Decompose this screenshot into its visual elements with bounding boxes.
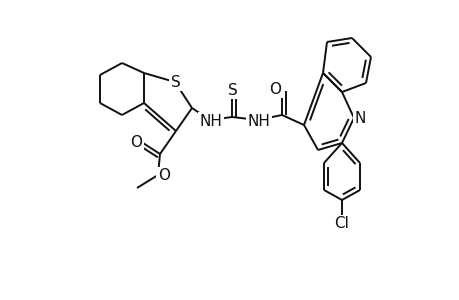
Text: S: S: [228, 82, 237, 98]
Text: S: S: [171, 74, 180, 89]
Text: Cl: Cl: [334, 217, 349, 232]
Text: O: O: [157, 169, 170, 184]
Text: N: N: [353, 110, 365, 125]
Text: O: O: [130, 134, 142, 149]
Text: NH: NH: [199, 113, 222, 128]
Text: NH: NH: [247, 113, 270, 128]
Text: O: O: [269, 82, 280, 97]
